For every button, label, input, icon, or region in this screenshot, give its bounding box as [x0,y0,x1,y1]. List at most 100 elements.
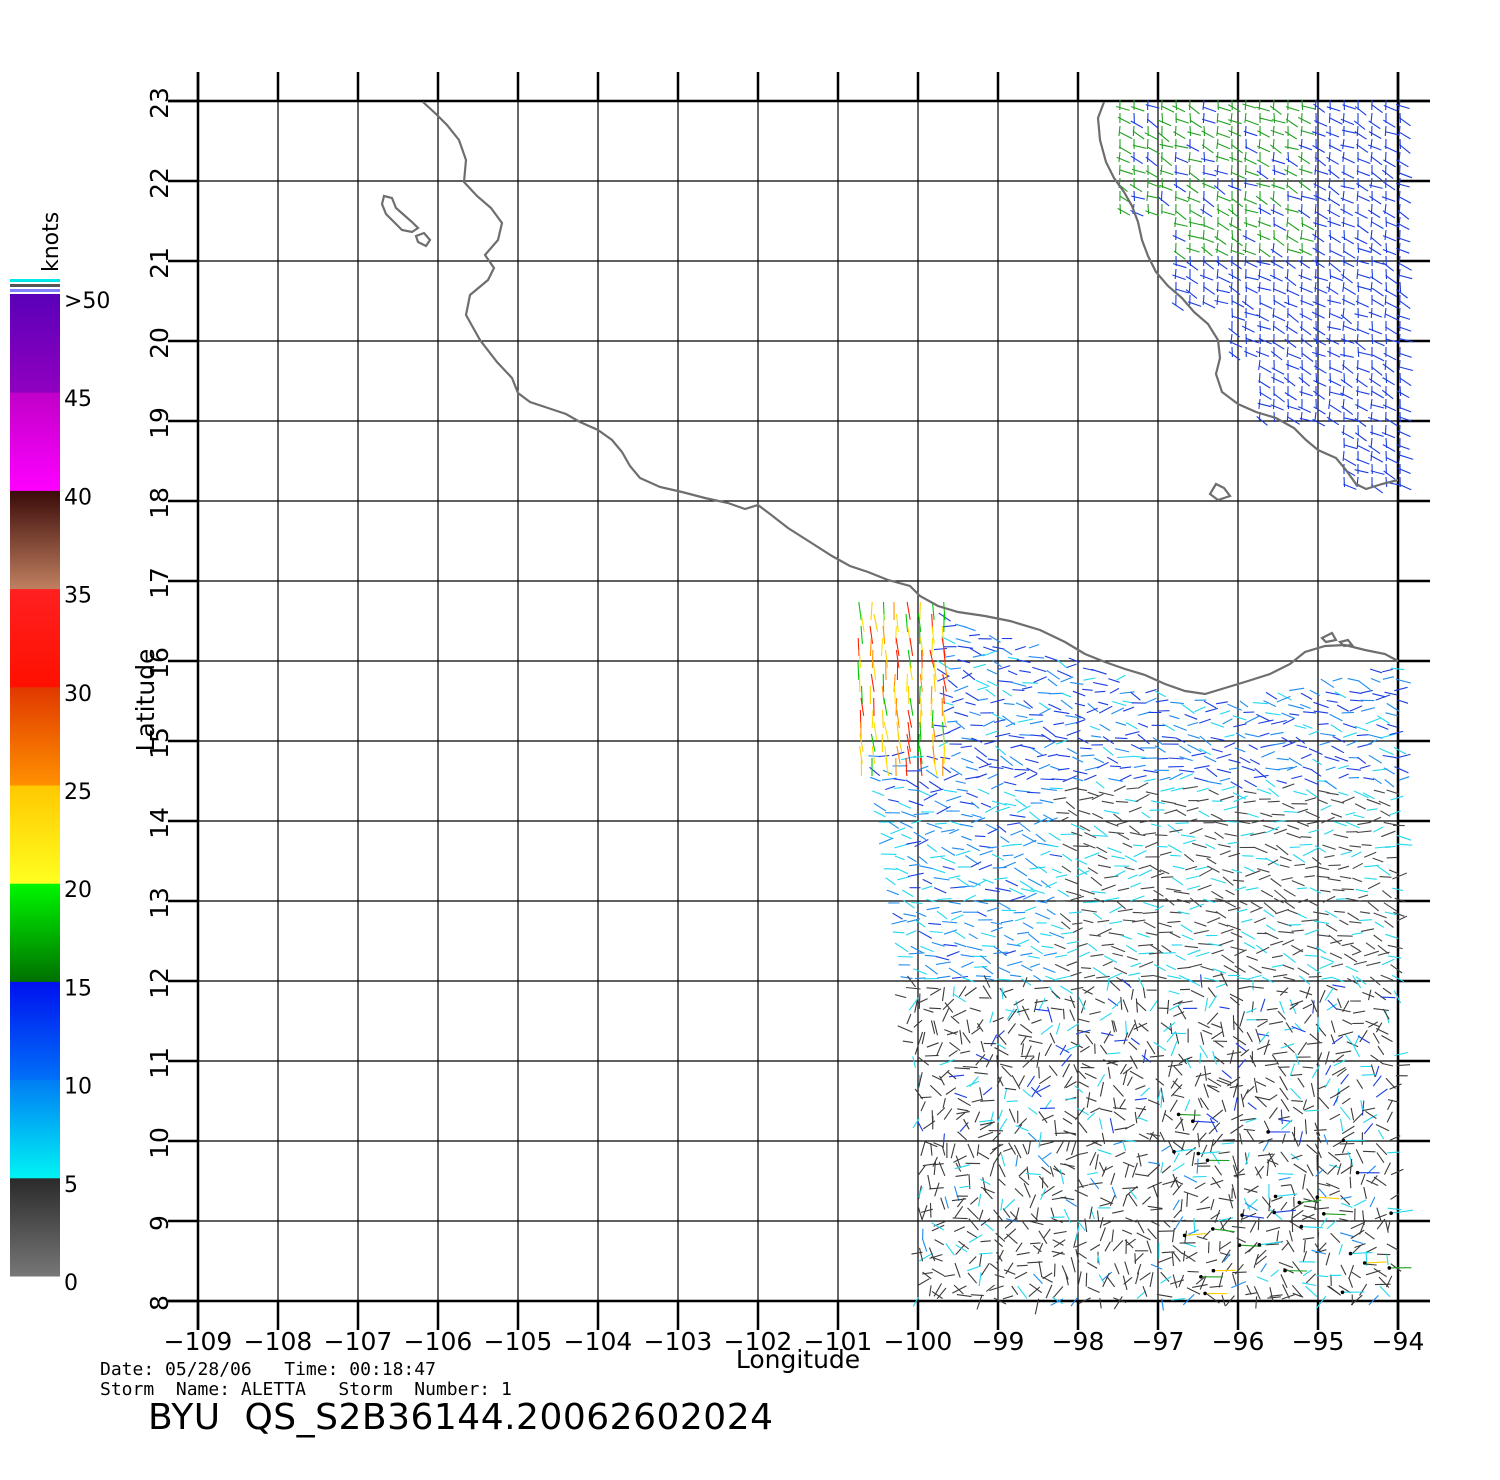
wind-barb [1127,1023,1136,1038]
wind-barb [1300,151,1303,163]
wind-barb [1072,690,1086,697]
wind-barb [1320,804,1332,811]
wind-barb [931,1268,945,1277]
wind-barb [1221,785,1236,791]
wind-barb [1077,809,1091,815]
wind-barb [1150,1263,1163,1270]
wind-barb [1038,1066,1040,1079]
wind-barb [1218,1077,1232,1084]
wind-barb [971,1099,982,1103]
wind-barb [1021,1043,1025,1056]
wind-barb [1111,707,1125,715]
wind-barb [996,978,1011,981]
wind-barb [1386,789,1400,795]
wind-barb [1194,866,1209,871]
wind-barb [1155,690,1167,698]
wind-barb [1283,376,1296,387]
wind-barb [950,1143,956,1159]
wind-barb [1007,960,1023,967]
wind-barb [1385,242,1388,254]
wind-barb [933,673,936,692]
wind-barb [1357,756,1367,765]
wind-barb [895,867,909,875]
wind-barb [932,721,936,740]
wind-barb [1310,1082,1315,1098]
wind-barb [1170,1176,1178,1188]
wind-barb [975,1054,986,1066]
wind-barb [1314,1207,1329,1210]
wind-barb [1030,734,1046,737]
wind-barb [1143,901,1158,908]
wind-barb [1184,1233,1207,1236]
wind-barb [1032,1273,1043,1284]
wind-barb [1243,866,1255,873]
wind-barb [1315,1023,1327,1037]
wind-barb [1050,765,1061,771]
wind-barb [1206,1113,1219,1123]
wind-barb [1221,1249,1231,1263]
wind-barb [1340,1118,1344,1132]
wind-barb [1234,965,1246,973]
wind-barb [1259,1241,1282,1246]
wind-barb [1124,1261,1130,1275]
wind-barb [914,977,926,980]
wind-barb [1091,668,1107,675]
wind-barb [1398,172,1413,179]
wind-barb [926,987,939,990]
wind-barb [1227,907,1241,912]
wind-barb [1253,1077,1258,1093]
wind-barb [1351,950,1362,956]
wind-barb [1398,125,1401,136]
wind-barb [1066,940,1079,945]
wind-barb [1265,1077,1275,1083]
wind-barb [1354,106,1367,116]
wind-barb [1328,1285,1342,1296]
wind-barb [940,829,955,833]
wind-barb [1325,1065,1332,1076]
wind-barb [1383,470,1396,480]
wind-barb [952,986,955,997]
wind-barb [1324,1051,1330,1065]
wind-barb [1143,832,1157,836]
wind-barb [1149,1220,1160,1226]
wind-barb [1314,411,1317,422]
wind-barb [1370,450,1373,462]
wind-barb [1396,247,1410,254]
wind-barb [1239,1133,1243,1145]
wind-barb [1388,869,1399,875]
wind-barb [1325,691,1341,696]
wind-barb [1336,1085,1350,1095]
wind-barb [1056,659,1068,669]
wind-barb [1341,236,1355,245]
wind-barb [994,1047,1009,1056]
wind-barb [969,1007,981,1012]
wind-barb [1270,940,1284,946]
wind-barb [1273,164,1276,176]
wind-barb [1353,1199,1367,1207]
wind-barb [1271,813,1285,816]
wind-barb [1371,320,1374,332]
longitude-tick-label: −106 [404,1327,473,1356]
wind-barb [1355,976,1367,985]
wind-barb [944,1196,949,1209]
wind-barb [1121,978,1132,989]
wind-barb [1167,975,1182,980]
wind-barb [1305,986,1311,999]
wind-barb [1003,1147,1013,1152]
wind-barb [1205,1259,1218,1264]
wind-barb [1183,1191,1199,1198]
wind-barb [1109,1195,1116,1207]
wind-barb [1258,248,1271,258]
latitude-tick-label: 20 [145,327,174,359]
wind-barb [902,899,915,909]
wind-barb [895,637,900,656]
wind-barb [1183,1175,1198,1183]
rain-flag-dot [1272,1210,1276,1215]
wind-barb [1340,353,1354,358]
wind-barb [1375,1124,1390,1132]
wind-barb [1014,768,1030,771]
wind-barb [1112,1210,1124,1214]
wind-barb [1368,445,1381,455]
wind-barb [1337,998,1342,1009]
wind-barb [1199,735,1212,746]
